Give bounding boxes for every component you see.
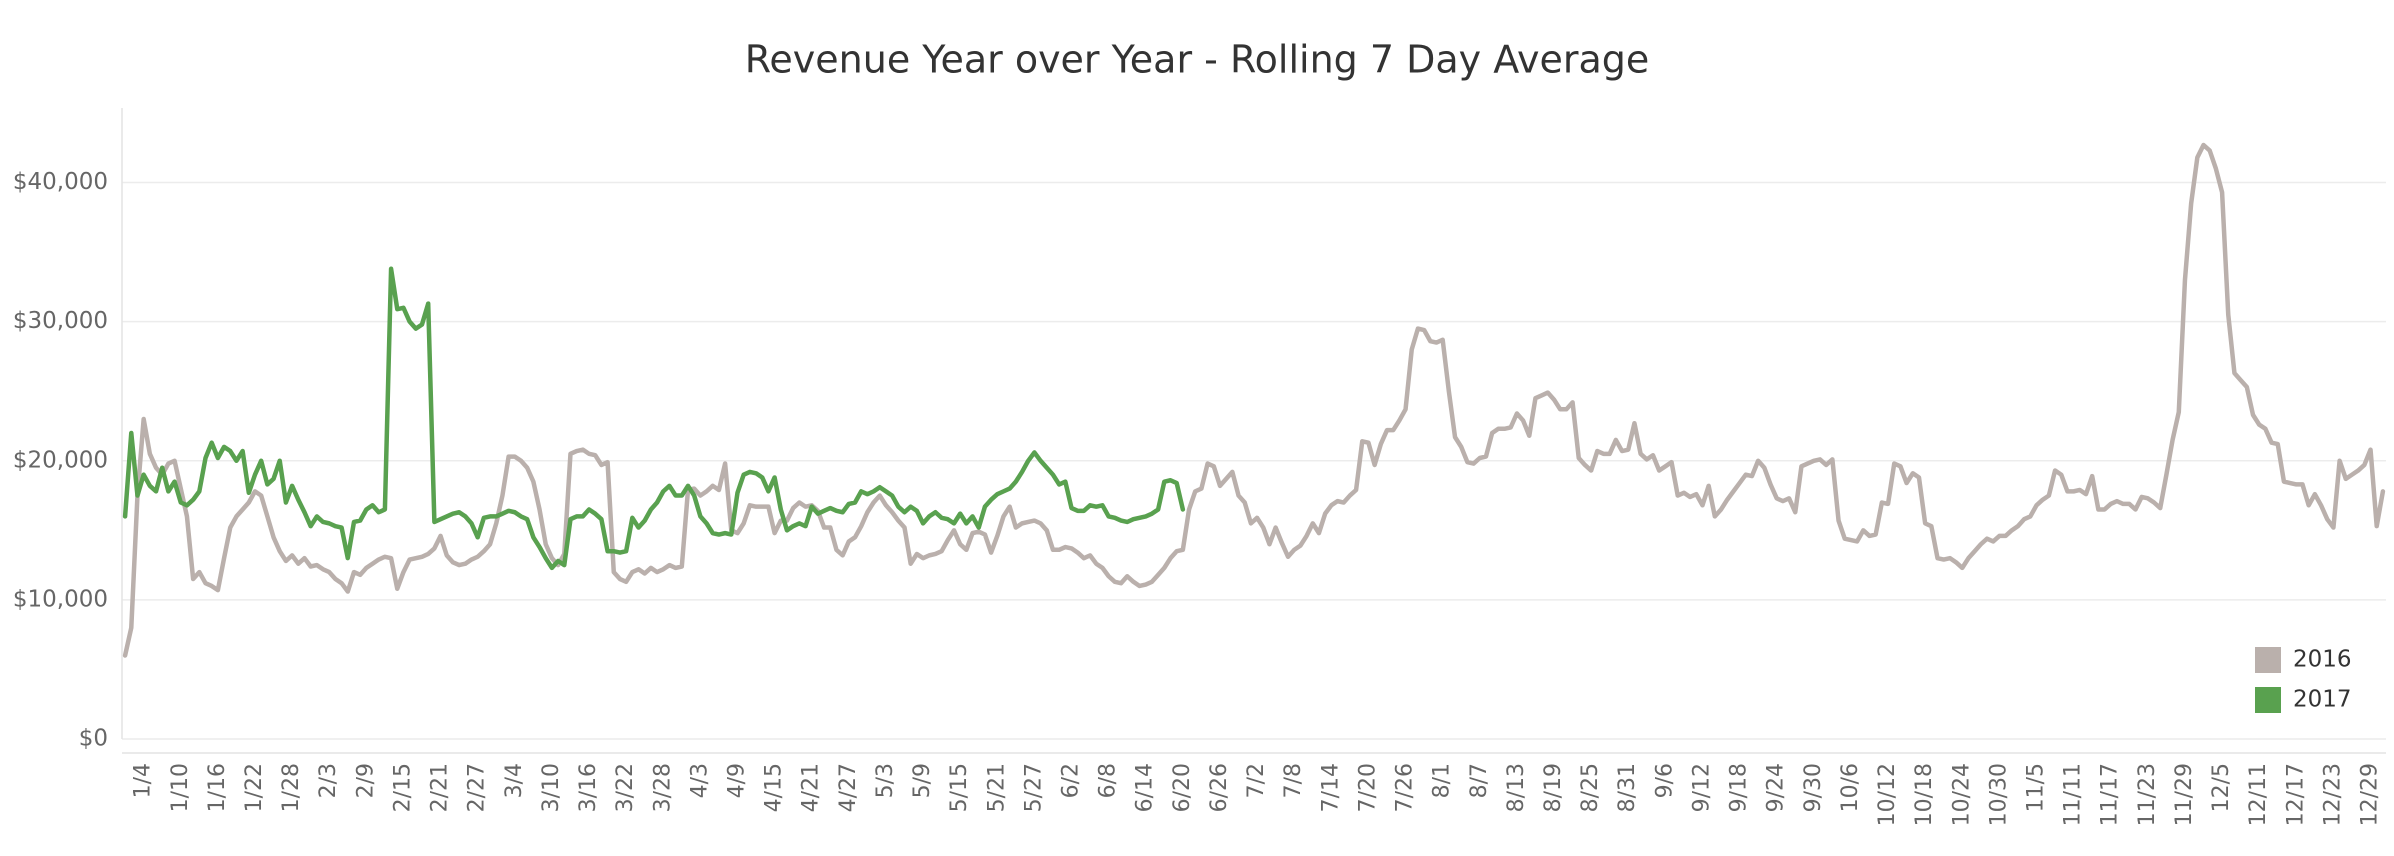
x-tick-label: 10/12 [1875, 763, 1900, 826]
x-tick-label: 5/15 [947, 763, 972, 812]
chart-title: Revenue Year over Year - Rolling 7 Day A… [745, 38, 1650, 82]
x-tick-label: 5/3 [873, 763, 898, 798]
y-tick-label: $20,000 [13, 447, 108, 473]
x-tick-label: 2/15 [390, 763, 415, 812]
series-line [122, 142, 2386, 658]
x-tick-label: 2/9 [353, 763, 378, 798]
x-tick-label: 11/23 [2135, 763, 2160, 826]
x-tick-label: 7/2 [1244, 763, 1269, 798]
x-tick-label: 5/21 [984, 763, 1009, 812]
x-tick-label: 8/19 [1541, 763, 1566, 812]
x-tick-label: 6/14 [1133, 763, 1158, 812]
x-tick-label: 7/8 [1281, 763, 1306, 798]
x-tick-label: 1/22 [242, 763, 267, 812]
x-tick-label: 3/16 [576, 763, 601, 812]
legend-label: 2017 [2293, 687, 2352, 713]
y-tick-label: $10,000 [13, 586, 108, 612]
x-tick-label: 4/9 [724, 763, 749, 798]
x-tick-label: 12/5 [2209, 763, 2234, 812]
x-tick-label: 4/21 [799, 763, 824, 812]
x-tick-label: 1/4 [131, 763, 156, 798]
x-tick-label: 12/23 [2320, 763, 2345, 826]
x-tick-label: 6/8 [1096, 763, 1121, 798]
y-tick-label: $40,000 [13, 169, 108, 195]
legend-swatch [2255, 647, 2281, 673]
x-tick-label: 12/17 [2283, 763, 2308, 826]
x-tick-label: 11/5 [2024, 763, 2049, 812]
x-tick-label: 7/26 [1393, 763, 1418, 812]
x-tick-label: 8/31 [1615, 763, 1640, 812]
x-tick-label: 11/29 [2172, 763, 2197, 826]
x-tick-label: 11/11 [2061, 763, 2086, 826]
x-tick-label: 9/18 [1727, 763, 1752, 812]
x-tick-label: 10/6 [1838, 763, 1863, 812]
x-tick-label: 1/16 [205, 763, 230, 812]
x-tick-label: 4/3 [687, 763, 712, 798]
legend-swatch [2255, 687, 2281, 713]
x-tick-label: 9/30 [1801, 763, 1826, 812]
x-tick-label: 3/28 [650, 763, 675, 812]
series-line [122, 266, 1186, 571]
x-tick-label: 4/27 [836, 763, 861, 812]
x-tick-label: 4/15 [762, 763, 787, 812]
x-tick-label: 9/12 [1689, 763, 1714, 812]
x-tick-label: 10/30 [1986, 763, 2011, 826]
x-tick-label: 5/27 [1021, 763, 1046, 812]
x-tick-label: 7/20 [1355, 763, 1380, 812]
x-tick-label: 3/4 [502, 763, 527, 798]
x-tick-label: 3/22 [613, 763, 638, 812]
legend: 2016 2017 [2255, 647, 2352, 713]
x-tick-label: 10/24 [1949, 763, 1974, 826]
legend-label: 2016 [2293, 647, 2352, 673]
x-tick-label: 9/6 [1652, 763, 1677, 798]
x-tick-label: 6/2 [1059, 763, 1084, 798]
x-tick-label: 12/29 [2358, 763, 2383, 826]
x-tick-label: 2/3 [316, 763, 341, 798]
x-tick-label: 8/1 [1430, 763, 1455, 798]
x-tick-label: 2/21 [428, 763, 453, 812]
x-tick-label: 1/28 [279, 763, 304, 812]
x-tick-label: 6/20 [1170, 763, 1195, 812]
x-tick-label: 1/10 [168, 763, 193, 812]
x-tick-label: 9/24 [1764, 763, 1789, 812]
x-tick-label: 5/9 [910, 763, 935, 798]
x-tick-label: 8/13 [1504, 763, 1529, 812]
x-tick-label: 8/25 [1578, 763, 1603, 812]
y-tick-label: $0 [79, 726, 108, 752]
x-tick-label: 6/26 [1207, 763, 1232, 812]
x-tick-label: 2/27 [465, 763, 490, 812]
x-tick-label: 10/18 [1912, 763, 1937, 826]
x-tick-label: 7/14 [1318, 763, 1343, 812]
x-tick-label: 3/10 [539, 763, 564, 812]
y-tick-label: $30,000 [13, 308, 108, 334]
x-tick-label: 12/11 [2246, 763, 2271, 826]
x-tick-label: 11/17 [2098, 763, 2123, 826]
x-tick-label: 8/7 [1467, 763, 1492, 798]
